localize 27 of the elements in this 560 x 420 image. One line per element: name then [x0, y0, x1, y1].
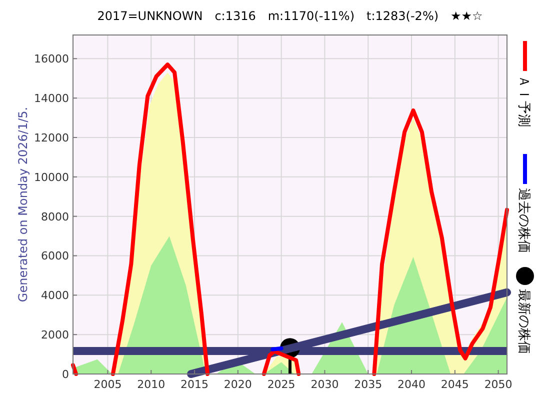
y-tick-label: 14000: [34, 92, 69, 106]
chart-title: 2017=UNKNOWN c:1316 m:1170(-11%) t:1283(-2%) ★★☆: [97, 9, 483, 23]
x-tick-label: 2025: [267, 378, 296, 391]
x-tick-label: 2030: [310, 378, 339, 391]
y-tick-label: 2000: [41, 328, 69, 342]
line-series: [372, 108, 509, 376]
y-tick-label: 16000: [34, 52, 69, 66]
x-tick-label: 2020: [224, 378, 252, 391]
y-tick-label: 10000: [34, 170, 69, 184]
legend-label: 最新の株価: [516, 289, 531, 354]
x-tick-label: 2015: [180, 378, 209, 391]
line-series: [262, 349, 301, 376]
x-tick-label: 2005: [94, 378, 122, 391]
y-tick-label: 4000: [41, 289, 69, 302]
y-tick-label: 0: [62, 368, 69, 381]
x-tick-label: 2050: [484, 378, 512, 391]
y-tick-label: 6000: [41, 250, 69, 263]
legend-label: 過去の株価: [516, 188, 531, 253]
y-tick-label: 8000: [41, 210, 69, 224]
y-tick-label: 12000: [34, 131, 69, 144]
x-tick-label: 2010: [137, 378, 166, 391]
x-tick-label: 2035: [354, 378, 382, 391]
legend-label: ＡＩ予測: [516, 75, 531, 127]
x-tick-label: 2040: [398, 378, 426, 391]
y-axis-title: Generated on Monday 2026/1/5.: [16, 106, 30, 302]
line-series: [110, 62, 210, 376]
x-tick-label: 2045: [440, 378, 469, 391]
